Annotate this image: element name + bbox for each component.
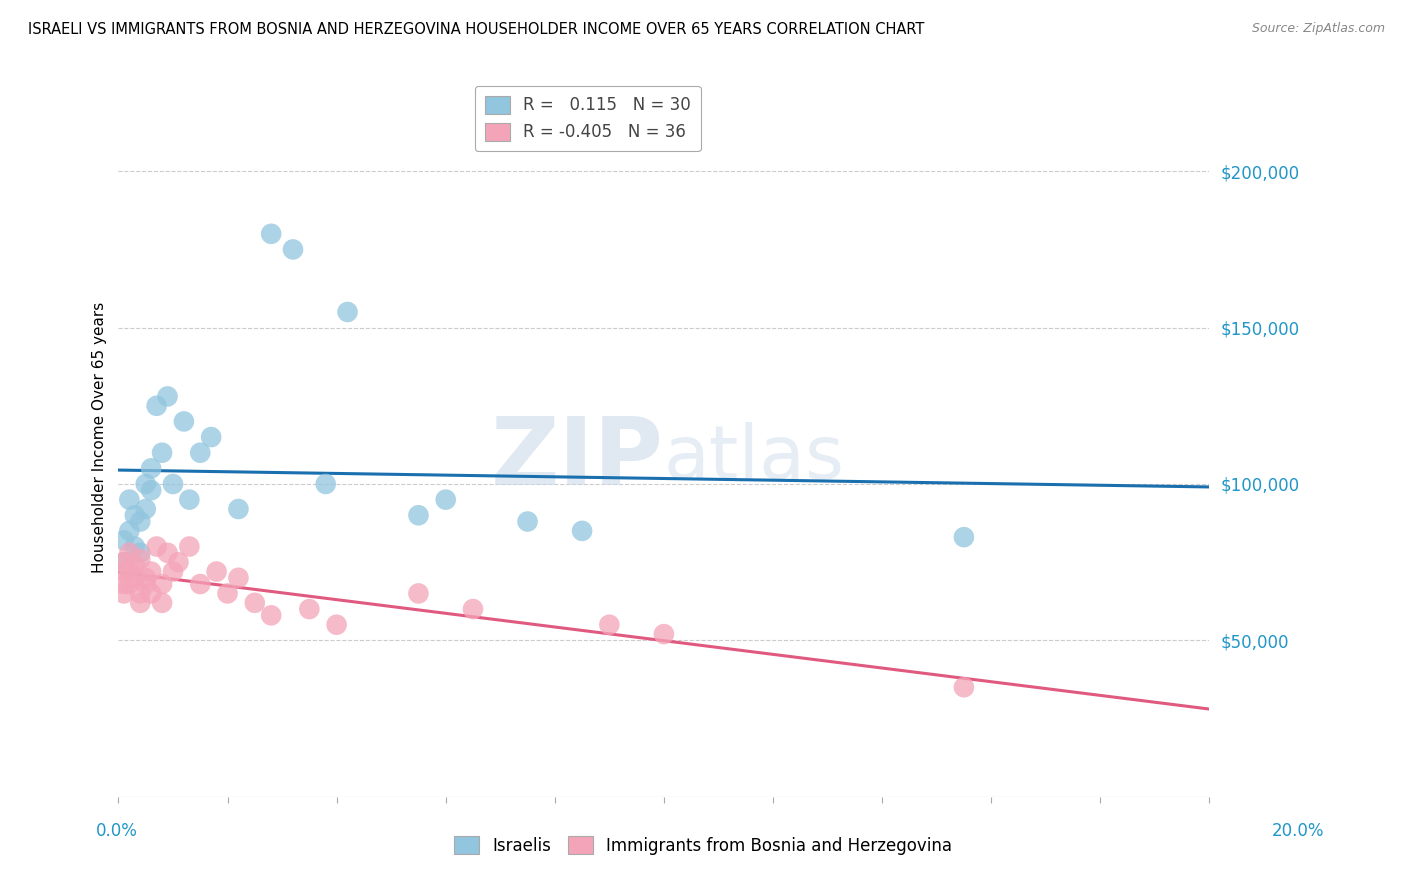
- Point: [200, 430, 222, 444]
- Text: ZIP: ZIP: [491, 413, 664, 505]
- Point: [281, 243, 304, 257]
- Point: [141, 461, 163, 475]
- Point: [461, 602, 484, 616]
- Point: [135, 571, 157, 585]
- Point: [228, 571, 250, 585]
- Point: [118, 492, 141, 507]
- Point: [118, 577, 141, 591]
- Point: [124, 558, 146, 573]
- Point: [156, 546, 179, 560]
- Point: [325, 617, 347, 632]
- Point: [129, 515, 152, 529]
- Legend: R =   0.115   N = 30, R = -0.405   N = 36: R = 0.115 N = 30, R = -0.405 N = 36: [474, 86, 700, 152]
- Point: [150, 596, 173, 610]
- Point: [408, 586, 430, 600]
- Point: [188, 577, 211, 591]
- Point: [145, 540, 167, 554]
- Point: [124, 508, 146, 523]
- Point: [141, 586, 163, 600]
- Point: [173, 414, 195, 428]
- Point: [118, 524, 141, 538]
- Point: [652, 627, 675, 641]
- Legend: Israelis, Immigrants from Bosnia and Herzegovina: Israelis, Immigrants from Bosnia and Her…: [447, 830, 959, 862]
- Point: [205, 565, 228, 579]
- Point: [156, 389, 179, 403]
- Text: Source: ZipAtlas.com: Source: ZipAtlas.com: [1251, 22, 1385, 36]
- Point: [129, 596, 152, 610]
- Text: 20.0%: 20.0%: [1272, 822, 1324, 840]
- Point: [150, 446, 173, 460]
- Point: [228, 502, 250, 516]
- Point: [141, 565, 163, 579]
- Point: [112, 586, 135, 600]
- Point: [315, 477, 337, 491]
- Point: [112, 555, 135, 569]
- Point: [129, 586, 152, 600]
- Point: [188, 446, 211, 460]
- Point: [150, 577, 173, 591]
- Point: [516, 515, 538, 529]
- Point: [167, 555, 190, 569]
- Text: atlas: atlas: [664, 422, 845, 495]
- Point: [953, 530, 976, 544]
- Point: [336, 305, 359, 319]
- Point: [112, 577, 135, 591]
- Point: [112, 555, 135, 569]
- Point: [145, 399, 167, 413]
- Point: [162, 565, 184, 579]
- Point: [243, 596, 266, 610]
- Point: [135, 502, 157, 516]
- Point: [179, 540, 201, 554]
- Point: [953, 680, 976, 694]
- Point: [129, 546, 152, 560]
- Point: [112, 533, 135, 548]
- Point: [179, 492, 201, 507]
- Text: 0.0%: 0.0%: [96, 822, 138, 840]
- Point: [118, 565, 141, 579]
- Point: [112, 565, 135, 579]
- Point: [135, 577, 157, 591]
- Point: [118, 546, 141, 560]
- Text: ISRAELI VS IMMIGRANTS FROM BOSNIA AND HERZEGOVINA HOUSEHOLDER INCOME OVER 65 YEA: ISRAELI VS IMMIGRANTS FROM BOSNIA AND HE…: [28, 22, 925, 37]
- Point: [141, 483, 163, 498]
- Point: [124, 571, 146, 585]
- Point: [260, 227, 283, 241]
- Point: [162, 477, 184, 491]
- Point: [124, 540, 146, 554]
- Point: [434, 492, 457, 507]
- Point: [217, 586, 239, 600]
- Point: [298, 602, 321, 616]
- Point: [260, 608, 283, 623]
- Y-axis label: Householder Income Over 65 years: Householder Income Over 65 years: [93, 301, 107, 573]
- Point: [135, 477, 157, 491]
- Point: [598, 617, 620, 632]
- Point: [129, 552, 152, 566]
- Point: [408, 508, 430, 523]
- Point: [571, 524, 593, 538]
